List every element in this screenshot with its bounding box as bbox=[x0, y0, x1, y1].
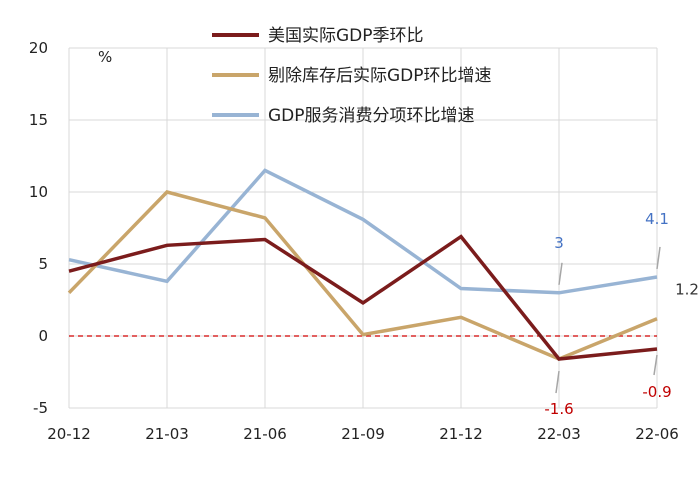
annotation-leader bbox=[558, 262, 563, 285]
y-tick-label: 5 bbox=[38, 255, 48, 273]
x-tick-label: 21-12 bbox=[439, 425, 483, 443]
y-tick-label: 10 bbox=[29, 183, 48, 201]
x-tick-label: 21-09 bbox=[341, 425, 385, 443]
y-tick-label: 15 bbox=[29, 111, 48, 129]
legend-label-3: GDP服务消费分项环比增速 bbox=[268, 106, 475, 126]
annotations: -1.6 -0.9 1.2 3 4.1 bbox=[544, 210, 699, 418]
series-line-3 bbox=[68, 168, 658, 295]
x-tick-label: 22-06 bbox=[635, 425, 679, 443]
data-label: 3 bbox=[554, 234, 564, 252]
series-line-1 bbox=[68, 234, 658, 361]
grid-lines bbox=[68, 47, 658, 409]
y-axis: -5 0 5 10 15 20 bbox=[29, 39, 48, 417]
data-label: 1.2 bbox=[675, 281, 699, 299]
y-tick-label: 0 bbox=[38, 327, 48, 345]
annotation-leader bbox=[656, 246, 661, 270]
y-unit-label: % bbox=[98, 48, 112, 66]
y-tick-label: 20 bbox=[29, 39, 48, 57]
legend-label-2: 剔除库存后实际GDP环比增速 bbox=[268, 66, 492, 86]
annotation-leader bbox=[653, 354, 658, 376]
series-lines bbox=[67, 168, 658, 361]
data-label: -1.6 bbox=[544, 400, 573, 418]
x-tick-label: 22-03 bbox=[537, 425, 581, 443]
x-tick-label: 20-12 bbox=[47, 425, 91, 443]
data-label: -0.9 bbox=[642, 383, 671, 401]
x-tick-label: 21-06 bbox=[243, 425, 287, 443]
x-axis: 20-12 21-03 21-06 21-09 21-12 22-03 22-06 bbox=[47, 425, 679, 443]
annotation-leader bbox=[555, 370, 560, 394]
data-label: 4.1 bbox=[645, 210, 669, 228]
legend-label-1: 美国实际GDP季环比 bbox=[268, 26, 424, 46]
x-tick-label: 21-03 bbox=[145, 425, 189, 443]
y-tick-label: -5 bbox=[33, 399, 48, 417]
